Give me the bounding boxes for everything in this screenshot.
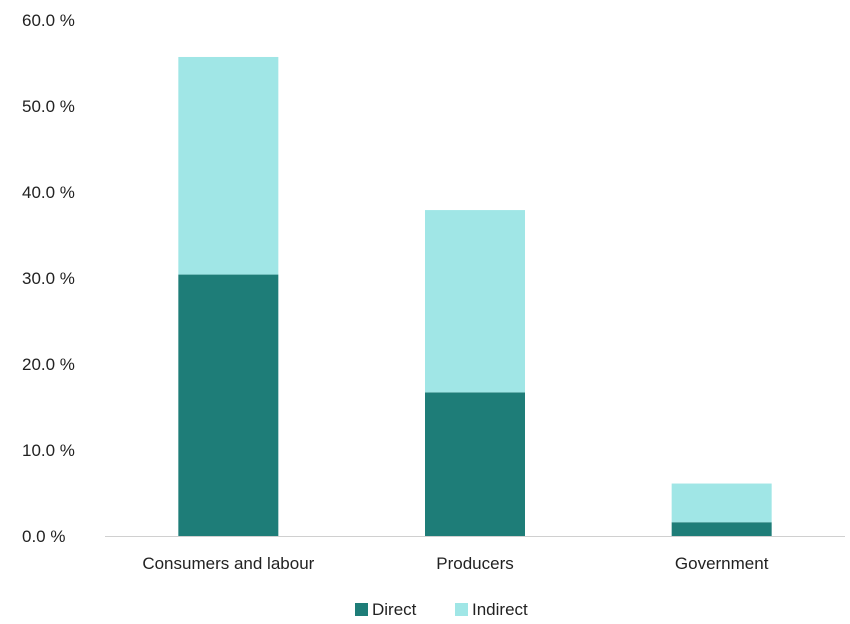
- x-category-label: Government: [675, 554, 769, 573]
- legend-label-direct: Direct: [372, 600, 417, 619]
- legend: Direct Indirect: [355, 600, 528, 619]
- y-tick-label: 30.0 %: [22, 269, 75, 288]
- bars: [178, 56, 772, 536]
- bar-direct-3: [671, 522, 772, 536]
- bar-direct-1: [178, 274, 279, 536]
- legend-label-indirect: Indirect: [472, 600, 528, 619]
- bar-indirect-2: [425, 210, 525, 393]
- bar-direct-2: [425, 392, 525, 536]
- x-category-label: Producers: [436, 554, 513, 573]
- bar-indirect-3: [671, 483, 772, 523]
- y-tick-label: 50.0 %: [22, 97, 75, 116]
- legend-swatch-direct: [355, 603, 368, 616]
- y-tick-label: 20.0 %: [22, 355, 75, 374]
- legend-swatch-indirect: [455, 603, 468, 616]
- y-tick-label: 60.0 %: [22, 11, 75, 30]
- y-tick-label: 40.0 %: [22, 183, 75, 202]
- x-axis: Consumers and labour Producers Government: [142, 554, 768, 573]
- y-tick-label: 10.0 %: [22, 441, 75, 460]
- y-tick-label: 0.0 %: [22, 527, 65, 546]
- bar-indirect-1: [178, 56, 279, 275]
- y-axis: 0.0 % 10.0 % 20.0 % 30.0 % 40.0 % 50.0 % 60.0 …: [22, 11, 75, 546]
- x-category-label: Consumers and labour: [142, 554, 314, 573]
